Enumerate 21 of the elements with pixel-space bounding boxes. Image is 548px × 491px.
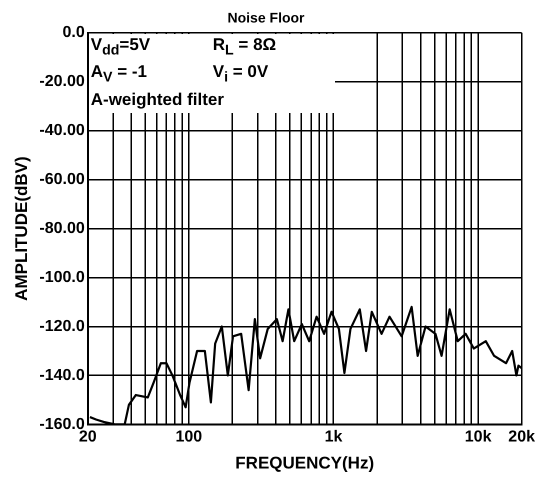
chart-title: Noise Floor <box>227 9 306 26</box>
annotation: A-weighted filter <box>90 88 224 111</box>
y-tick-label: -120.0 <box>39 318 85 335</box>
x-axis-title: FREQUENCY(Hz) <box>235 453 374 472</box>
y-axis-title: AMPLITUDE(dBV) <box>12 156 31 301</box>
y-tick-label: -40.00 <box>39 122 85 140</box>
y-tick-label: -100.0 <box>39 268 85 286</box>
annotation: R$_{L}$ = 8Ω <box>212 34 278 60</box>
x-tick-label: 20 <box>78 428 97 446</box>
x-tick-label: 1k <box>324 428 342 446</box>
x-tick-label: 100 <box>176 428 202 446</box>
x-tick-label: 10k <box>464 428 492 446</box>
x-tick-label: 20k <box>508 428 536 446</box>
y-tick-label: -140.0 <box>39 366 85 384</box>
annotation: A$_{V}$ = -1 <box>90 61 148 88</box>
annotation: V$_{dd}$=5V <box>90 34 152 60</box>
y-tick-label: -20.00 <box>39 73 85 90</box>
y-tick-label: -80.00 <box>39 220 85 238</box>
y-tick-label: -60.00 <box>39 171 85 188</box>
y-tick-label: 0.0 <box>62 24 85 42</box>
annotation: V$_{i}$ = 0V <box>212 61 270 88</box>
